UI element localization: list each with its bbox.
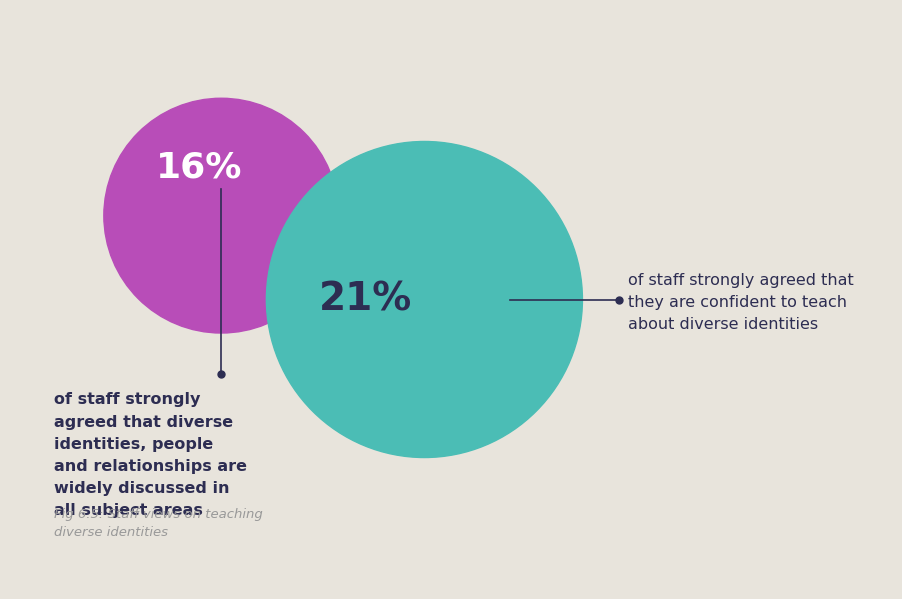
- Text: 16%: 16%: [155, 151, 242, 184]
- Ellipse shape: [104, 98, 338, 333]
- Text: of staff strongly agreed that
they are confident to teach
about diverse identiti: of staff strongly agreed that they are c…: [627, 273, 852, 332]
- Text: 21%: 21%: [318, 280, 412, 319]
- Text: of staff strongly
agreed that diverse
identities, people
and relationships are
w: of staff strongly agreed that diverse id…: [54, 392, 247, 518]
- Ellipse shape: [266, 141, 582, 458]
- Text: Fig 6.5: Staff views on teaching
diverse identities: Fig 6.5: Staff views on teaching diverse…: [54, 508, 262, 539]
